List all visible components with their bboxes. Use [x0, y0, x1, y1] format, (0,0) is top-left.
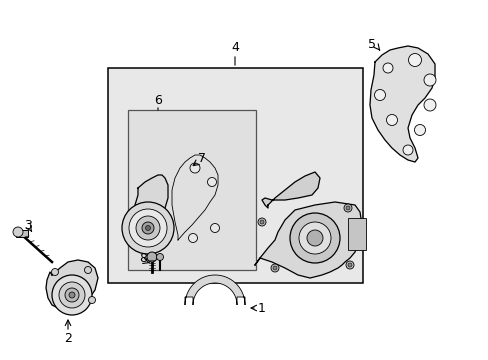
Text: 6: 6 [154, 94, 162, 107]
Circle shape [306, 230, 323, 246]
Circle shape [147, 252, 157, 262]
Circle shape [69, 292, 75, 298]
Circle shape [407, 54, 421, 67]
Circle shape [386, 114, 397, 126]
Circle shape [270, 264, 279, 272]
Circle shape [343, 204, 351, 212]
Text: 7: 7 [198, 152, 205, 165]
Circle shape [260, 220, 264, 224]
Circle shape [142, 222, 154, 234]
Bar [108, 68, 362, 283]
Circle shape [52, 275, 92, 315]
Circle shape [51, 269, 59, 275]
Circle shape [207, 177, 216, 186]
Text: 8: 8 [139, 252, 147, 265]
Bar [16, 230, 28, 237]
Circle shape [374, 90, 385, 100]
Circle shape [88, 297, 95, 303]
Polygon shape [184, 275, 244, 305]
Text: 1: 1 [258, 302, 265, 315]
Polygon shape [369, 46, 434, 162]
Circle shape [423, 99, 435, 111]
Circle shape [347, 263, 351, 267]
Text: 5: 5 [367, 37, 375, 50]
Circle shape [129, 209, 167, 247]
Circle shape [84, 266, 91, 274]
Circle shape [272, 266, 276, 270]
Circle shape [136, 216, 160, 240]
Circle shape [289, 213, 339, 263]
Polygon shape [46, 260, 98, 312]
Circle shape [156, 253, 163, 261]
Circle shape [258, 218, 265, 226]
Circle shape [190, 163, 200, 173]
Circle shape [59, 282, 85, 308]
Circle shape [210, 224, 219, 233]
Bar [347, 218, 365, 250]
Circle shape [414, 125, 425, 135]
Circle shape [346, 261, 353, 269]
Circle shape [13, 227, 23, 237]
Polygon shape [262, 172, 319, 208]
Circle shape [402, 145, 412, 155]
Circle shape [65, 288, 79, 302]
Text: 3: 3 [24, 219, 32, 231]
Circle shape [423, 74, 435, 86]
Circle shape [122, 202, 174, 254]
Circle shape [188, 234, 197, 243]
Polygon shape [131, 175, 168, 240]
Polygon shape [254, 202, 361, 278]
Polygon shape [172, 155, 218, 240]
Circle shape [298, 222, 330, 254]
Text: 4: 4 [231, 41, 239, 54]
Circle shape [145, 225, 150, 230]
Circle shape [382, 63, 392, 73]
Bar [128, 110, 256, 270]
Text: 2: 2 [64, 332, 72, 345]
Circle shape [346, 206, 349, 210]
